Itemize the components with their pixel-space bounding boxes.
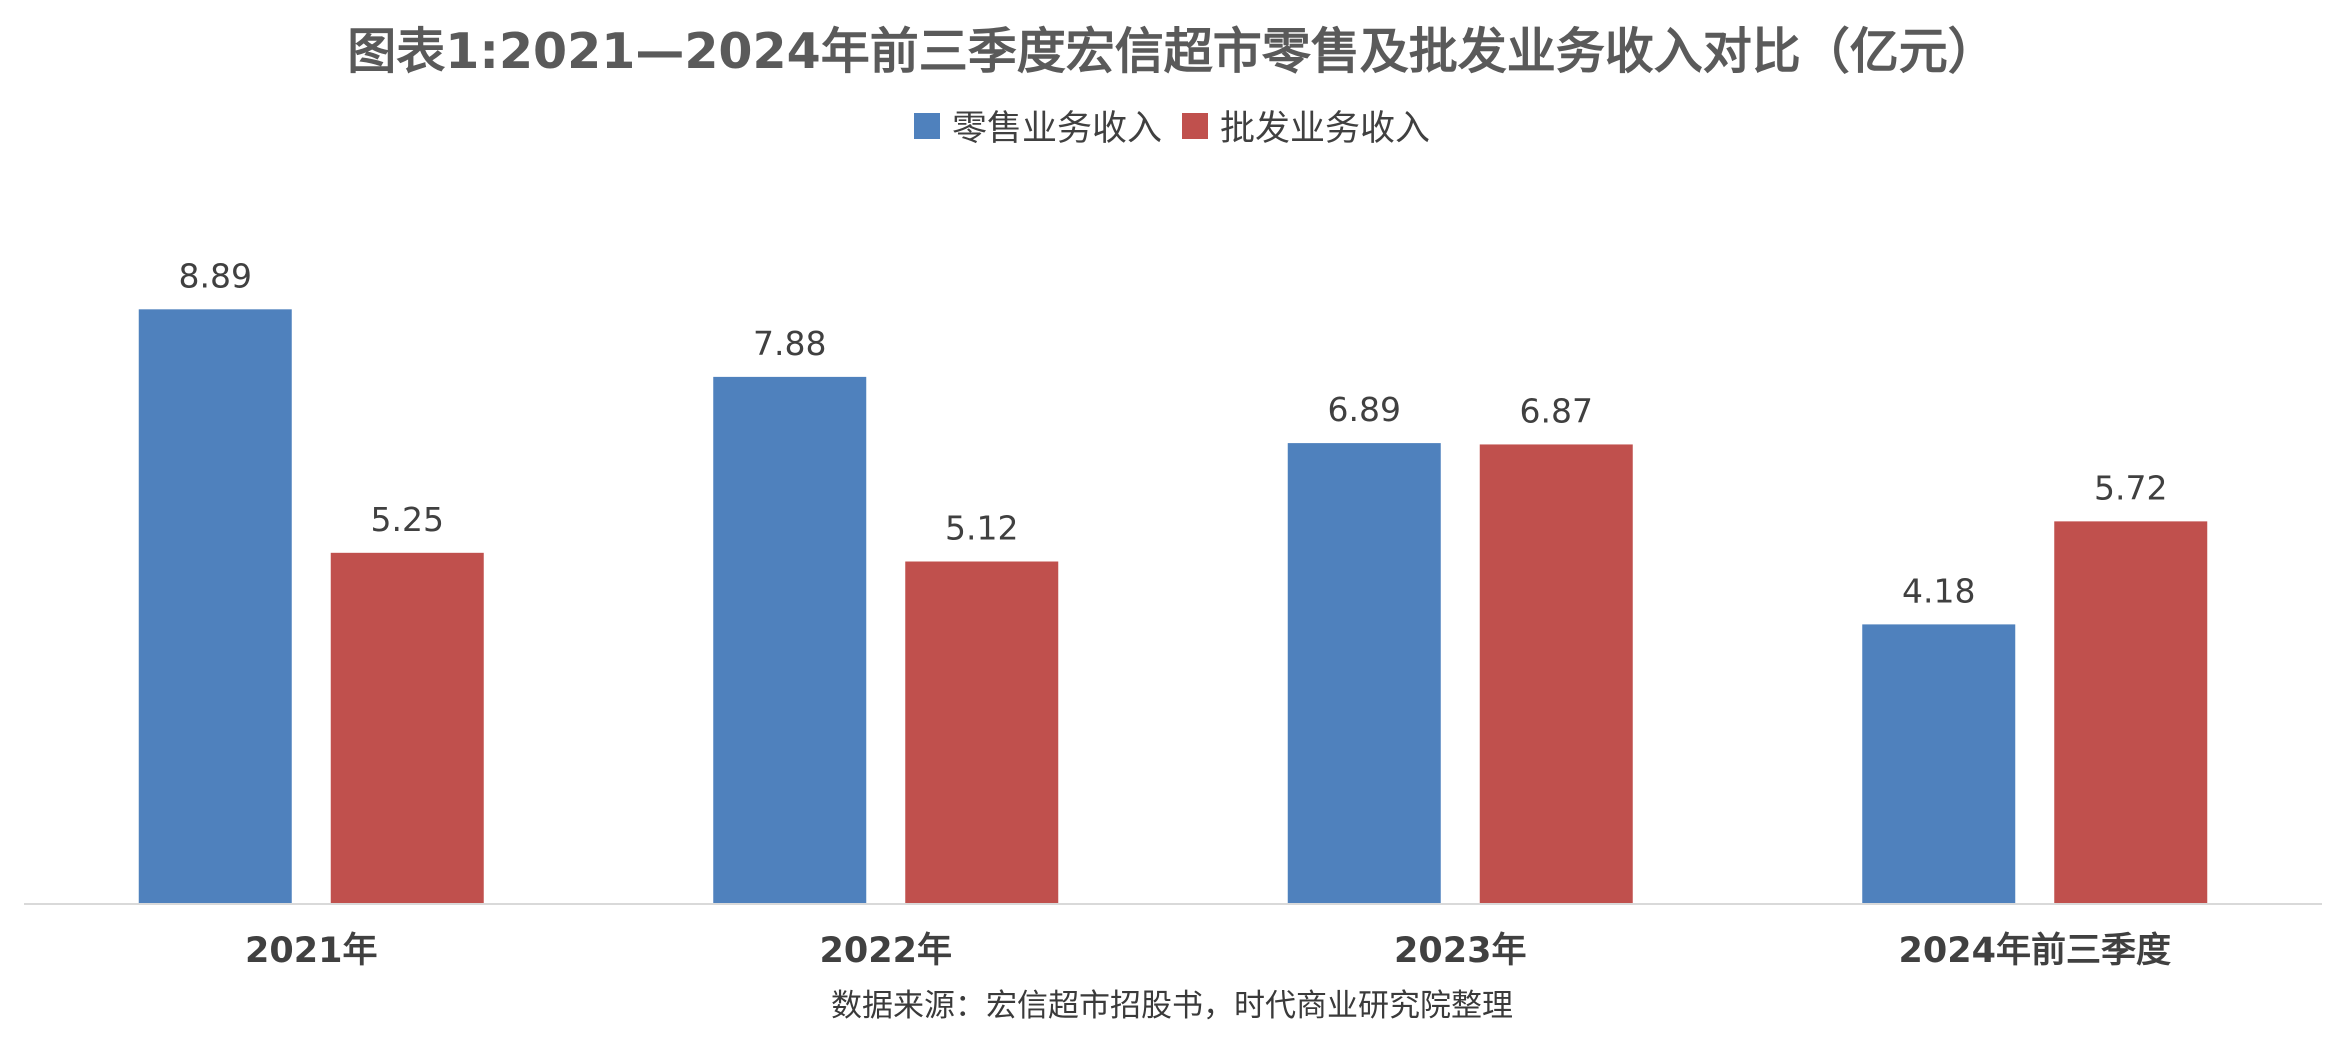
legend-label-retail: 零售业务收入 — [951, 109, 1162, 149]
legend-swatch-wholesale — [1182, 112, 1208, 139]
source-note: 数据来源：宏信超市招股书，时代商业研究院整理 — [831, 988, 1513, 1024]
legend: 零售业务收入 批发业务收入 — [0, 100, 2344, 151]
legend-label-wholesale: 批发业务收入 — [1220, 109, 1431, 149]
value-label-wholesale-1: 5.12 — [945, 509, 1018, 548]
value-label-retail-0: 8.89 — [179, 256, 252, 295]
value-label-retail-1: 7.88 — [753, 324, 826, 363]
value-label-retail-2: 6.89 — [1328, 390, 1401, 429]
value-label-wholesale-2: 6.87 — [1520, 391, 1593, 430]
category-label-2: 2023年 — [1394, 931, 1526, 971]
value-label-retail-3: 4.18 — [1902, 571, 1975, 610]
category-label-0: 2021年 — [245, 931, 377, 971]
bar-retail-3 — [1862, 624, 2016, 904]
bar-retail-1 — [713, 376, 867, 904]
chart-title: 图表1:2021—2024年前三季度宏信超市零售及批发业务收入对比（亿元） — [347, 23, 1997, 80]
bar-wholesale-0 — [330, 552, 484, 904]
category-labels-layer: 2021年 2022年 2023年 2024年前三季度 — [245, 931, 2171, 971]
category-label-3: 2024年前三季度 — [1899, 931, 2171, 971]
bar-wholesale-3 — [2054, 521, 2208, 904]
legend-item-retail: 零售业务收入 — [913, 100, 1162, 151]
bar-retail-0 — [138, 309, 292, 904]
bar-retail-2 — [1287, 443, 1441, 904]
legend-item-wholesale: 批发业务收入 — [1182, 100, 1430, 151]
bar-wholesale-2 — [1479, 444, 1633, 904]
category-label-1: 2022年 — [820, 931, 952, 971]
value-label-wholesale-0: 5.25 — [371, 500, 444, 539]
legend-swatch-retail — [913, 112, 940, 139]
value-label-wholesale-3: 5.72 — [2094, 468, 2167, 507]
bar-wholesale-1 — [905, 561, 1059, 904]
value-labels-layer: 8.89 5.25 7.88 5.12 6.89 6.87 4.18 5.72 — [179, 256, 2168, 610]
bars-layer — [138, 309, 2208, 904]
